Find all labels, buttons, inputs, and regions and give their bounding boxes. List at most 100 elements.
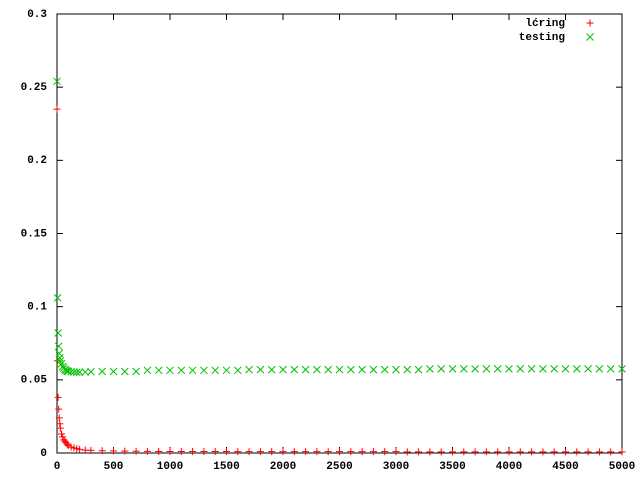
point xyxy=(75,368,84,377)
point xyxy=(595,365,604,373)
point xyxy=(358,365,366,374)
point xyxy=(110,447,117,455)
point xyxy=(302,448,310,456)
point xyxy=(437,448,445,456)
point xyxy=(449,448,456,456)
x-tick-label: 4500 xyxy=(552,461,578,473)
point xyxy=(607,448,615,456)
point xyxy=(403,448,411,456)
point xyxy=(143,366,152,375)
point xyxy=(482,448,490,456)
point xyxy=(414,365,423,374)
point xyxy=(539,448,547,456)
point xyxy=(55,414,63,422)
point xyxy=(380,365,389,374)
point xyxy=(268,448,276,456)
point xyxy=(381,448,389,456)
point xyxy=(494,448,502,456)
point xyxy=(482,365,491,373)
point xyxy=(98,367,107,376)
point xyxy=(313,365,321,374)
point xyxy=(234,448,242,456)
y-tick-label: 0.2 xyxy=(27,155,47,167)
point xyxy=(562,448,569,456)
point xyxy=(87,446,95,454)
point xyxy=(493,365,502,373)
point xyxy=(166,366,174,375)
point xyxy=(200,366,208,375)
point xyxy=(188,366,197,375)
legend-label: lćring xyxy=(525,18,565,30)
x-tick-label: 4000 xyxy=(496,461,522,473)
point xyxy=(584,448,592,456)
point xyxy=(87,367,95,376)
point xyxy=(426,448,434,456)
point xyxy=(301,365,310,374)
point xyxy=(53,77,61,86)
point xyxy=(233,366,242,375)
point xyxy=(76,445,84,453)
point xyxy=(200,448,208,456)
point xyxy=(56,420,64,428)
point xyxy=(369,365,378,374)
point xyxy=(460,448,468,456)
point xyxy=(550,365,559,373)
point xyxy=(595,448,603,456)
point xyxy=(256,365,265,374)
point xyxy=(505,448,513,456)
point xyxy=(223,448,230,456)
x-tick-label: 0 xyxy=(54,461,61,473)
point xyxy=(516,365,525,373)
point xyxy=(279,448,287,456)
point xyxy=(290,448,298,456)
point xyxy=(54,342,63,351)
x-tick-label: 1500 xyxy=(213,461,239,473)
point xyxy=(279,365,287,374)
point xyxy=(245,365,253,374)
point xyxy=(336,448,343,456)
point xyxy=(189,448,197,456)
y-tick-label: 0 xyxy=(40,448,47,460)
point xyxy=(471,448,479,456)
point xyxy=(154,366,163,375)
point xyxy=(132,367,140,376)
point xyxy=(55,405,63,413)
point xyxy=(528,448,536,456)
point xyxy=(415,448,423,456)
x-tick-label: 1000 xyxy=(157,461,183,473)
plot-border xyxy=(56,13,623,454)
point xyxy=(346,365,355,374)
y-tick-label: 0.05 xyxy=(21,375,48,387)
point xyxy=(177,366,186,375)
y-tick-label: 0.15 xyxy=(21,228,48,240)
x-tick-label: 5000 xyxy=(609,461,635,473)
point xyxy=(335,365,344,374)
point xyxy=(59,433,67,441)
point xyxy=(313,448,321,456)
point xyxy=(166,448,174,456)
point xyxy=(58,430,66,438)
point xyxy=(132,447,140,455)
point xyxy=(54,393,62,401)
point xyxy=(392,365,400,374)
point xyxy=(177,448,185,456)
point xyxy=(606,365,615,373)
point xyxy=(222,366,231,375)
point xyxy=(426,365,434,373)
point xyxy=(121,447,129,455)
legend-marker xyxy=(586,19,594,27)
point xyxy=(561,365,570,373)
y-tick-label: 0.25 xyxy=(21,82,48,94)
point xyxy=(70,368,78,376)
point xyxy=(120,367,129,376)
point xyxy=(403,365,412,374)
x-tick-label: 2500 xyxy=(326,461,352,473)
point xyxy=(471,365,479,373)
y-tick-label: 0.3 xyxy=(27,9,47,21)
point xyxy=(448,365,457,373)
legend-marker xyxy=(586,33,594,41)
point xyxy=(539,365,547,373)
point xyxy=(324,365,333,374)
y-tick-label: 0.1 xyxy=(27,302,47,314)
point xyxy=(437,365,446,373)
